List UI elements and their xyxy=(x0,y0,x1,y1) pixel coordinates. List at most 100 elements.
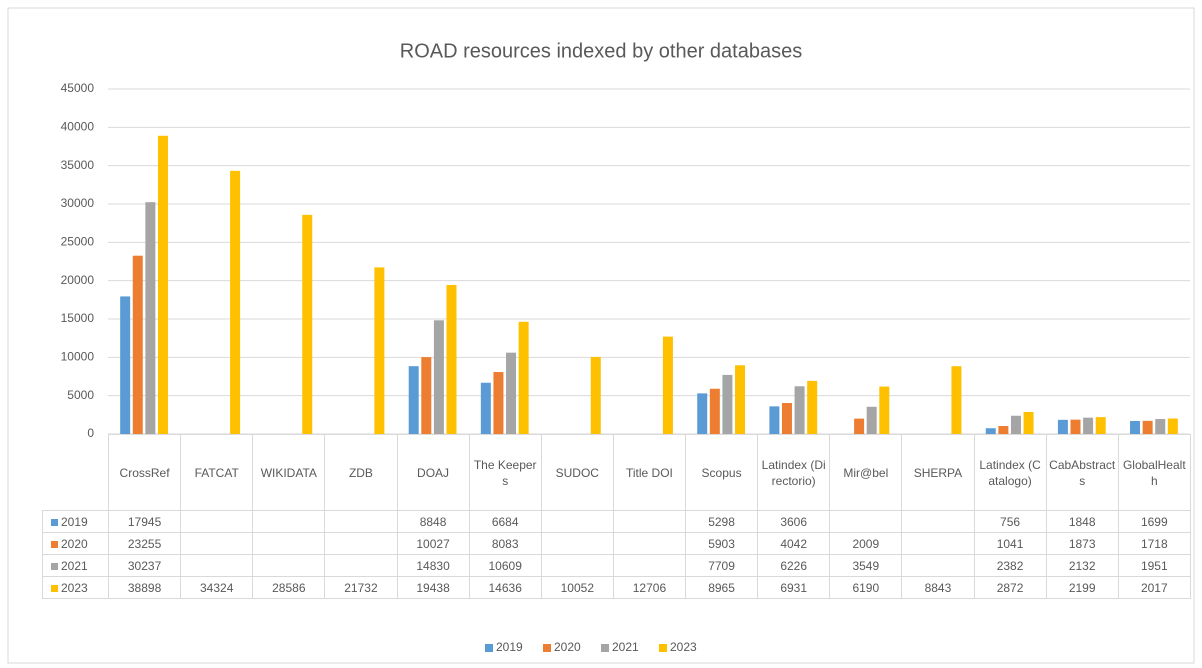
bar xyxy=(157,135,168,435)
corner-cell xyxy=(42,434,109,511)
bar xyxy=(998,426,1009,434)
category-label: DOAJ xyxy=(396,434,470,511)
value-cell: 38898 xyxy=(107,576,182,599)
bar xyxy=(1010,415,1021,434)
bar xyxy=(590,356,601,434)
value-cell: 10609 xyxy=(468,554,542,577)
value-cell: 1041 xyxy=(973,532,1047,555)
value-cell: 7709 xyxy=(684,554,759,577)
value-cell: 10027 xyxy=(396,532,470,555)
bar xyxy=(1095,417,1106,434)
bar xyxy=(1023,411,1034,434)
bar xyxy=(709,388,720,434)
value-cell xyxy=(901,532,975,555)
value-cell: 12706 xyxy=(612,576,687,599)
bar xyxy=(480,382,491,434)
bar xyxy=(230,170,241,434)
series-header: 2023 xyxy=(42,576,109,599)
y-tick-label: 45000 xyxy=(61,81,95,95)
value-cell xyxy=(540,554,614,577)
value-cell: 1873 xyxy=(1045,532,1119,555)
legend-swatch xyxy=(659,644,667,652)
series-name: 2021 xyxy=(61,558,88,573)
value-cell xyxy=(324,554,398,577)
value-cell: 2382 xyxy=(973,554,1047,577)
value-cell xyxy=(540,510,614,533)
value-cell: 19438 xyxy=(396,576,470,599)
value-cell xyxy=(252,554,326,577)
category-label: Mir@bel xyxy=(829,434,903,511)
value-cell xyxy=(180,532,254,555)
category-label: WIKIDATA xyxy=(252,434,326,511)
bar xyxy=(1167,418,1178,434)
series-header: 2020 xyxy=(42,532,109,555)
bar xyxy=(1142,420,1153,434)
value-cell: 17945 xyxy=(107,510,182,533)
category-label: GlobalHealth xyxy=(1117,434,1191,511)
legend-label: 2021 xyxy=(612,640,639,654)
value-cell: 756 xyxy=(973,510,1047,533)
category-label: Scopus xyxy=(684,434,759,511)
category-label: CrossRef xyxy=(107,434,182,511)
value-cell xyxy=(252,510,326,533)
legend-key xyxy=(51,540,58,548)
legend-label: 2023 xyxy=(670,640,697,654)
bar xyxy=(866,406,877,434)
value-cell: 6226 xyxy=(757,554,831,577)
value-cell: 30237 xyxy=(107,554,182,577)
bar xyxy=(722,374,733,434)
value-cell: 1718 xyxy=(1117,532,1191,555)
category-label: Latindex (Catalogo) xyxy=(973,434,1047,511)
bar xyxy=(1130,420,1141,434)
bar xyxy=(697,393,708,434)
legend-label: 2020 xyxy=(554,640,581,654)
value-cell: 10052 xyxy=(540,576,614,599)
bar xyxy=(374,267,385,434)
category-label: The Keepers xyxy=(468,434,542,511)
value-cell: 14830 xyxy=(396,554,470,577)
bar xyxy=(433,320,444,434)
value-cell: 3549 xyxy=(829,554,903,577)
bar xyxy=(769,406,780,434)
bar xyxy=(781,403,792,434)
series-row: 2020 23255 10027 8083 5903 4042 2009 1041 1873 17… xyxy=(42,532,1191,555)
bar xyxy=(879,386,890,434)
value-cell: 8083 xyxy=(468,532,542,555)
value-cell: 21732 xyxy=(324,576,398,599)
series-row: 2023 38898 34324 28586 21732 19438 14636 10052 1… xyxy=(42,576,1191,599)
value-cell: 8965 xyxy=(684,576,759,599)
legend-swatch xyxy=(601,644,609,652)
value-cell xyxy=(901,510,975,533)
bar xyxy=(985,428,996,434)
legend-key xyxy=(51,562,58,570)
value-cell: 2017 xyxy=(1117,576,1191,599)
bar xyxy=(1057,419,1068,434)
value-cell xyxy=(252,532,326,555)
legend-key xyxy=(51,518,58,526)
value-cell: 8843 xyxy=(901,576,975,599)
y-tick-label: 35000 xyxy=(61,158,95,172)
y-tick-label: 10000 xyxy=(61,350,95,364)
y-tick-label: 40000 xyxy=(61,120,95,134)
legend-swatch xyxy=(543,644,551,652)
bar xyxy=(518,321,529,434)
value-cell xyxy=(540,532,614,555)
y-tick-label: 30000 xyxy=(61,196,95,210)
value-cell: 3606 xyxy=(757,510,831,533)
series-row: 2021 30237 14830 10609 7709 6226 3549 2382 2132 1… xyxy=(42,554,1191,577)
category-label: ZDB xyxy=(324,434,398,511)
value-cell: 28586 xyxy=(252,576,326,599)
bar xyxy=(446,284,457,434)
bar xyxy=(132,255,143,434)
bar xyxy=(807,380,818,434)
value-cell xyxy=(324,532,398,555)
series-name: 2020 xyxy=(61,536,88,551)
category-label: CabAbstracts xyxy=(1045,434,1119,511)
value-cell: 23255 xyxy=(107,532,182,555)
value-cell xyxy=(612,554,687,577)
value-cell: 1848 xyxy=(1045,510,1119,533)
bar xyxy=(1070,419,1081,434)
category-label: Latindex (Directorio) xyxy=(757,434,831,511)
value-cell: 2009 xyxy=(829,532,903,555)
